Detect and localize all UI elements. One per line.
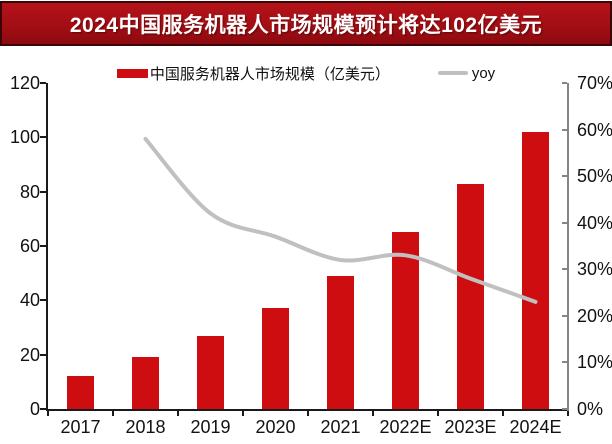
y-axis-right-tick-label: 30% bbox=[577, 259, 612, 280]
y-axis-right-tick-label: 0% bbox=[577, 399, 604, 419]
bar-series-label: 中国服务机器人市场规模（亿美元） bbox=[149, 65, 390, 83]
x-axis-tick bbox=[502, 411, 504, 416]
y-axis-right-tick bbox=[562, 268, 567, 271]
x-axis-tick bbox=[567, 411, 569, 416]
y-axis-right-tick-label: 10% bbox=[577, 352, 612, 373]
y-axis-left-tick bbox=[40, 353, 46, 356]
x-axis-tick bbox=[177, 411, 179, 416]
bar-series-swatch-icon bbox=[116, 68, 148, 78]
legend-item-line-series: yoy bbox=[437, 64, 496, 82]
x-axis-tick bbox=[372, 411, 374, 416]
bar-2024E bbox=[522, 131, 549, 409]
y-axis-left-tick bbox=[40, 245, 46, 247]
y-axis-left-tick-label: 40 bbox=[19, 290, 40, 311]
y-axis-right-tick bbox=[562, 221, 567, 224]
x-axis-tick bbox=[112, 411, 114, 416]
y-axis-left-tick-label: 0 bbox=[29, 399, 40, 419]
y-axis-right-tick-label: 40% bbox=[577, 212, 612, 233]
legend: 中国服务机器人市场规模（亿美元） yoy bbox=[0, 62, 612, 84]
bar-2018 bbox=[132, 357, 159, 409]
x-axis bbox=[46, 409, 569, 411]
y-axis-right-tick bbox=[562, 175, 567, 178]
title-banner: 2024中国服务机器人市场规模预计将达102亿美元 bbox=[0, 1, 612, 46]
y-axis-right-tick bbox=[562, 408, 567, 410]
bar-2019 bbox=[197, 335, 224, 409]
x-axis-tick-label: 2018 bbox=[125, 417, 166, 437]
y-axis-left-tick bbox=[40, 82, 46, 84]
y-axis-left-tick-label: 120 bbox=[9, 73, 40, 93]
y-axis-left-tick-label: 60 bbox=[19, 236, 40, 256]
legend-item-bar-series: 中国服务机器人市场规模（亿美元） bbox=[116, 63, 390, 84]
y-axis-right-tick bbox=[562, 128, 567, 131]
bar-2021 bbox=[327, 275, 354, 409]
y-axis-left-tick bbox=[40, 299, 46, 302]
x-axis-tick-label: 2017 bbox=[60, 417, 101, 437]
x-axis-tick-label: 2022E bbox=[379, 417, 432, 437]
y-axis-left bbox=[46, 83, 48, 411]
y-axis-left-tick bbox=[40, 190, 46, 193]
x-axis-tick-label: 2020 bbox=[255, 417, 296, 437]
line-series-label: yoy bbox=[471, 64, 496, 82]
line-series-swatch-icon bbox=[437, 71, 468, 75]
y-axis-right-tick-label: 20% bbox=[577, 305, 612, 326]
y-axis-right-tick bbox=[562, 361, 567, 364]
x-axis-tick-label: 2021 bbox=[320, 417, 361, 437]
y-axis-right-tick-label: 70% bbox=[577, 73, 612, 93]
x-axis-tick bbox=[47, 411, 49, 416]
x-axis-tick bbox=[307, 411, 309, 416]
x-axis-tick bbox=[242, 411, 244, 416]
y-axis-right-tick-label: 50% bbox=[577, 166, 612, 187]
bar-2017 bbox=[67, 376, 94, 409]
y-axis-left-tick-label: 20 bbox=[19, 344, 40, 365]
y-axis-right-tick bbox=[562, 82, 567, 84]
x-axis-tick bbox=[437, 411, 439, 416]
page-title: 2024中国服务机器人市场规模预计将达102亿美元 bbox=[69, 13, 543, 37]
y-axis-left-tick bbox=[40, 136, 46, 139]
y-axis-right-tick bbox=[562, 314, 567, 317]
bar-2020 bbox=[262, 308, 289, 409]
y-axis-right bbox=[567, 83, 569, 411]
x-axis-tick-label: 2023E bbox=[444, 417, 497, 437]
y-axis-left-tick bbox=[40, 408, 46, 410]
y-axis-right-tick-label: 60% bbox=[577, 119, 612, 140]
bar-2022E bbox=[392, 232, 419, 409]
x-axis-tick-label: 2019 bbox=[190, 417, 231, 437]
x-axis-tick-label: 2024E bbox=[509, 417, 562, 437]
y-axis-left-tick-label: 100 bbox=[9, 127, 40, 148]
y-axis-left-tick-label: 80 bbox=[19, 181, 40, 202]
bar-2023E bbox=[457, 183, 484, 409]
